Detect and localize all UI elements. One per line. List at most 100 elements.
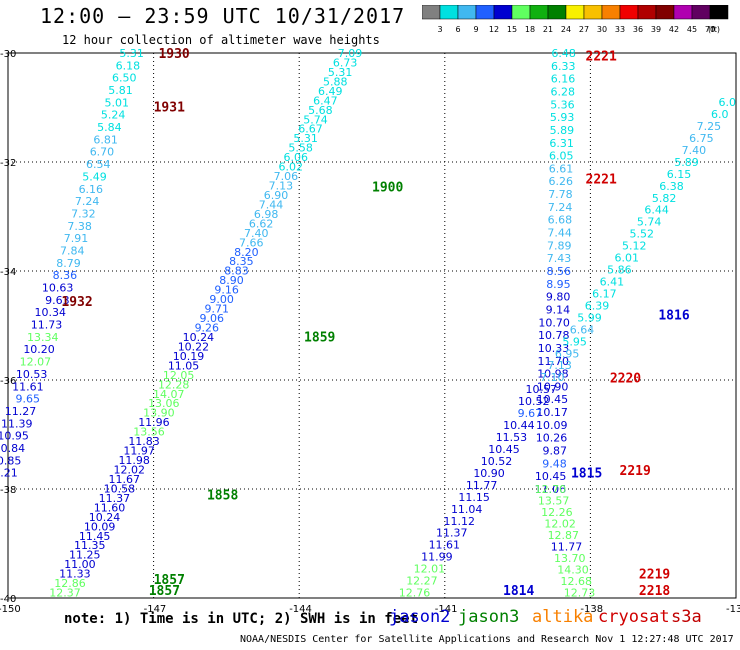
color-scale-label: 6 (455, 25, 460, 34)
swh-value-label: 5.12 (622, 240, 647, 253)
swh-value-label: 7.44 (259, 198, 284, 211)
swh-value-label: 12.76 (399, 587, 431, 600)
swh-value-label: 7.10 (540, 371, 565, 384)
swh-value-label: 11.04 (451, 503, 483, 516)
swh-value-label: 10.90 (537, 380, 569, 393)
swh-value-label: 11.70 (537, 355, 569, 368)
color-scale-label: (ft) (708, 25, 720, 34)
time-label: 1814 (503, 584, 534, 599)
swh-value-label: 5.82 (652, 192, 677, 205)
swh-value-label: 5.89 (674, 156, 699, 169)
color-scale-label: 12 (489, 25, 499, 34)
swh-value-label: 11.61 (12, 380, 44, 393)
x-tick-label: -138 (580, 604, 603, 615)
swh-value-label: 11.97 (123, 445, 155, 458)
swh-value-label: 10.20 (23, 343, 55, 356)
swh-value-label: 5.99 (577, 311, 602, 324)
swh-value-label: 6.0 (719, 96, 737, 109)
swh-value-label: 10.63 (42, 282, 74, 295)
swh-value-label: 12.07 (20, 356, 52, 369)
satellite-legend-item: s3a (671, 607, 702, 627)
swh-value-label: 6.73 (333, 56, 358, 69)
swh-value-label: 11.77 (466, 479, 498, 492)
swh-value-label: 6.81 (93, 133, 118, 146)
swh-value-label: 6.90 (264, 189, 289, 202)
swh-value-label: 9.80 (546, 291, 571, 304)
swh-value-label: 8.20 (234, 246, 259, 259)
swh-value-label: 7.91 (64, 232, 89, 245)
swh-value-label: 9.71 (204, 303, 229, 316)
swh-value-label: 10.09 (536, 419, 568, 432)
swh-value-label: 12.70 (535, 483, 567, 496)
swh-value-label: 5.81 (108, 84, 133, 97)
swh-value-label: 10.17 (536, 406, 568, 419)
satellite-legend-item: jason3 (458, 607, 520, 627)
swh-value-label: 10.45 (537, 393, 569, 406)
swh-value-label: 11.60 (94, 501, 126, 514)
swh-value-label: 10.09 (84, 520, 116, 533)
swh-value-label: 6.0 (711, 108, 729, 121)
color-scale-label: 27 (579, 25, 589, 34)
swh-value-label: 6.61 (549, 162, 574, 175)
time-label: 1859 (304, 330, 335, 345)
time-label: 1816 (658, 309, 689, 324)
swh-value-label: 9.65 (15, 393, 40, 406)
swh-value-label: 9.48 (542, 457, 567, 470)
swh-value-label: 10.84 (0, 442, 25, 455)
y-tick-label: -36 (0, 376, 16, 387)
satellite-legend-item: jason2 (389, 607, 451, 627)
swh-value-label: 8.90 (219, 274, 244, 287)
color-scale-label: 33 (615, 25, 625, 34)
swh-value-label: 6.31 (549, 137, 574, 150)
swh-value-label: 11.37 (436, 527, 468, 540)
time-label: 1932 (61, 295, 92, 310)
swh-value-label: 6.38 (659, 180, 684, 193)
swh-value-label: 11.12 (443, 515, 475, 528)
color-scale-label: 36 (633, 25, 643, 34)
swh-value-label: 9.00 (209, 293, 234, 306)
swh-value-label: 11.35 (74, 539, 106, 552)
swh-value-label: 10.90 (473, 467, 505, 480)
swh-value-label: 11.00 (64, 558, 96, 571)
plot-axes (7, 52, 737, 599)
swh-value-label: 11.27 (5, 405, 37, 418)
swh-value-label: 6.50 (112, 72, 137, 85)
swh-value-label: 8.83 (224, 265, 249, 278)
swh-value-label: 5.93 (550, 111, 575, 124)
swh-value-label: 6.16 (551, 73, 576, 86)
swh-value-label: 5.89 (550, 124, 575, 137)
swh-value-label: 12.05 (163, 369, 195, 382)
time-label: 1857 (149, 584, 180, 599)
color-scale-labels: 3 6 9 12 15 18 21 24 27 30 33 36 39 42 45 70(ft) (437, 25, 720, 34)
time-label: 2220 (610, 371, 641, 386)
swh-value-label: 10.57 (526, 383, 558, 396)
swh-value-label: 12.37 (49, 587, 81, 600)
swh-value-label: 6.44 (644, 204, 669, 217)
swh-value-label: 11.99 (421, 551, 453, 564)
swh-value-label: 6.39 (585, 299, 610, 312)
swh-value-label: 7.06 (274, 170, 299, 183)
swh-value-label: 11.39 (1, 417, 33, 430)
swh-value-label: 13.56 (133, 426, 165, 439)
swh-value-label: 11.77 (551, 541, 583, 554)
swh-value-label: 12.86 (54, 577, 86, 590)
swh-value-label: 13.90 (143, 407, 175, 420)
swh-value-label: 11.61 (429, 539, 461, 552)
swh-value-label: 5.24 (101, 109, 126, 122)
swh-value-label: 10.52 (481, 455, 513, 468)
satellite-track: 6.486.336.166.285.365.935.896.316.056.61… (535, 47, 576, 496)
swh-value-label: 9.63 (45, 294, 70, 307)
swh-value-label: 7.40 (244, 227, 269, 240)
swh-value-label: 9.06 (200, 312, 225, 325)
satellite-track: 7.096.735.315.886.496.475.685.746.675.31… (49, 47, 362, 600)
swh-value-label: 13.34 (27, 331, 59, 344)
x-tick-label: -141 (435, 604, 458, 615)
color-scale-label: 9 (473, 25, 478, 34)
swh-value-label: 6.18 (116, 59, 141, 72)
swh-value-label: 7.25 (697, 120, 722, 133)
swh-value-label: 6.98 (254, 208, 279, 221)
time-label: 2221 (586, 50, 617, 65)
swh-value-label: 11.05 (168, 359, 200, 372)
